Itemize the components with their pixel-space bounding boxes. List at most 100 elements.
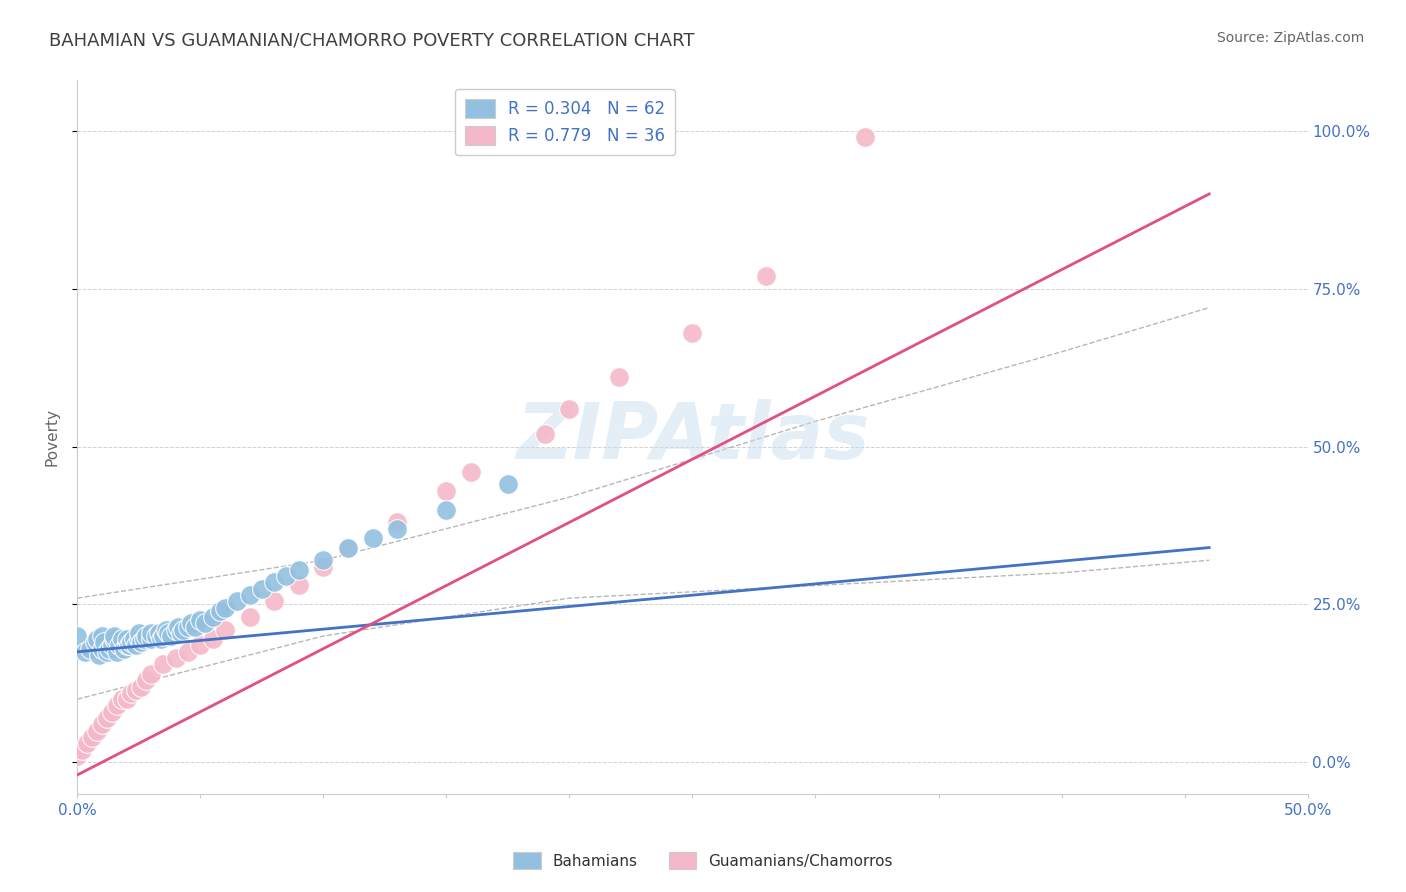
Point (201, 610, 224, 624)
Point (157, 625, 180, 640)
Point (86, 723, 108, 738)
Point (103, 629, 125, 643)
Point (226, 594, 249, 608)
Point (76, 736, 98, 750)
Point (460, 465, 482, 479)
Point (70, 742, 93, 756)
Point (682, 326, 704, 340)
Point (387, 516, 409, 530)
Y-axis label: Poverty: Poverty (44, 408, 59, 467)
Point (184, 619, 207, 633)
Point (141, 632, 163, 647)
Point (122, 632, 145, 647)
Point (288, 563, 311, 577)
Point (141, 666, 163, 681)
Point (387, 522, 409, 536)
Text: BAHAMIAN VS GUAMANIAN/CHAMORRO POVERTY CORRELATION CHART: BAHAMIAN VS GUAMANIAN/CHAMORRO POVERTY C… (49, 31, 695, 49)
Point (160, 629, 183, 643)
Point (209, 604, 232, 618)
Point (201, 632, 224, 647)
Point (73, 645, 96, 659)
Point (148, 625, 170, 640)
Point (89, 648, 111, 662)
Point (115, 632, 138, 647)
Point (101, 639, 124, 653)
Point (152, 657, 174, 672)
Point (90, 717, 114, 731)
Point (118, 639, 141, 653)
Point (263, 594, 285, 608)
Point (115, 639, 138, 653)
Point (128, 625, 150, 640)
Point (177, 619, 200, 633)
Point (98, 641, 121, 656)
Point (83, 635, 105, 649)
Point (96, 645, 118, 659)
Point (337, 541, 360, 555)
Point (276, 569, 298, 583)
Point (558, 401, 581, 416)
Point (135, 629, 157, 643)
Point (177, 645, 200, 659)
Point (103, 632, 125, 647)
Point (82, 730, 104, 744)
Point (239, 610, 262, 624)
Point (167, 619, 190, 633)
Point (115, 692, 138, 706)
Point (165, 623, 187, 637)
Point (190, 613, 212, 627)
Point (66, 629, 89, 643)
Point (132, 632, 155, 647)
Point (165, 651, 187, 665)
Point (152, 629, 174, 643)
Point (607, 370, 630, 384)
Point (90, 629, 114, 643)
Point (121, 686, 143, 700)
Legend: Bahamians, Guamanians/Chamorros: Bahamians, Guamanians/Chamorros (508, 846, 898, 875)
Point (312, 559, 335, 574)
Point (755, 268, 778, 283)
Point (105, 698, 128, 713)
Point (214, 600, 236, 615)
Point (180, 616, 202, 631)
Point (170, 625, 193, 640)
Point (534, 426, 557, 441)
Text: Source: ZipAtlas.com: Source: ZipAtlas.com (1216, 31, 1364, 45)
Point (125, 639, 148, 653)
Point (135, 673, 157, 688)
Point (853, 130, 876, 145)
Point (172, 623, 194, 637)
Point (79, 641, 101, 656)
Point (96, 711, 118, 725)
Point (263, 575, 285, 590)
Point (155, 623, 177, 637)
Point (150, 632, 173, 647)
Point (131, 635, 153, 649)
Point (436, 502, 458, 516)
Point (214, 623, 236, 637)
Point (93, 635, 115, 649)
Point (337, 541, 360, 555)
Point (141, 625, 163, 640)
Point (288, 578, 311, 592)
Point (101, 705, 124, 719)
Point (86, 632, 108, 647)
Point (250, 582, 273, 596)
Point (112, 641, 135, 656)
Point (145, 629, 167, 643)
Text: ZIPAtlas: ZIPAtlas (516, 399, 869, 475)
Point (108, 639, 131, 653)
Point (496, 477, 519, 491)
Point (436, 483, 458, 498)
Point (111, 632, 132, 647)
Point (239, 588, 262, 602)
Point (90, 641, 114, 656)
Point (111, 692, 132, 706)
Legend: R = 0.304   N = 62, R = 0.779   N = 36: R = 0.304 N = 62, R = 0.779 N = 36 (454, 88, 675, 155)
Point (361, 531, 384, 545)
Point (66, 749, 89, 764)
Point (131, 680, 153, 694)
Point (128, 632, 150, 647)
Point (121, 635, 143, 649)
Point (190, 639, 212, 653)
